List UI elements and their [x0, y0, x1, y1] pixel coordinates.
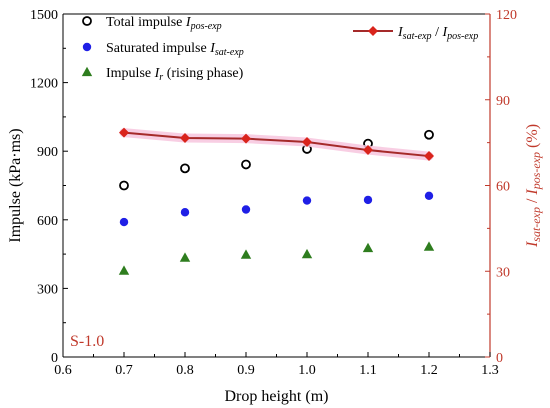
- series-0-point: [241, 159, 251, 170]
- series-group: [118, 127, 435, 275]
- series-2-point: [423, 241, 435, 251]
- series-3-point: [424, 151, 434, 162]
- legend-label-2: Impulse Ir (rising phase): [106, 66, 244, 83]
- legend-label-1: Saturated impulse Isat-exp: [106, 41, 244, 58]
- legend-marker-0: [82, 16, 92, 26]
- series-1-point: [302, 196, 312, 205]
- legend-marker-2: [81, 66, 93, 77]
- legend-group: Total impulse Ipos-exp Saturated impulse …: [81, 15, 478, 83]
- y-left-tick-label: 1500: [30, 8, 58, 23]
- x-tick-label: 1.2: [420, 363, 438, 378]
- x-tick-label: 0.6: [54, 363, 72, 378]
- series-3-point: [119, 127, 129, 138]
- series-0-point: [180, 163, 190, 174]
- legend-label-0: Total impulse Ipos-exp: [106, 15, 222, 32]
- x-axis-label: Drop height (m): [225, 388, 329, 405]
- series-2-point: [179, 252, 191, 262]
- series-3-point: [180, 133, 190, 144]
- y-right-tick-label: 120: [496, 8, 517, 23]
- series-1-point: [180, 208, 190, 217]
- y-left-axis-label: Impulse (kPa·ms): [7, 128, 24, 242]
- legend-label-3: Isat-exp / Ipos-exp: [397, 25, 478, 42]
- y-right-tick-label: 90: [496, 94, 510, 109]
- series-0-point: [119, 180, 129, 191]
- series-1-point: [424, 191, 434, 200]
- series-2-point: [301, 248, 313, 259]
- y-left-tick-label: 1200: [30, 77, 58, 92]
- ratio-line: [123, 131, 430, 158]
- x-tick-label: 0.8: [176, 363, 194, 378]
- series-2-point: [240, 249, 252, 259]
- y-right-tick-label: 60: [496, 180, 510, 195]
- y-right-axis-label: Isat-exp / Ipos-exp (%): [524, 124, 543, 248]
- y-left-tick-label: 900: [37, 145, 58, 160]
- series-3-point: [363, 145, 373, 156]
- axes-group: 0.6 0.7 0.8 0.9 1.0 1.1 1.2 1.30300600900120015…: [7, 8, 543, 405]
- legend-marker-1: [82, 42, 92, 52]
- x-tick-label: 1.3: [481, 363, 499, 378]
- series-1-point: [363, 195, 373, 205]
- x-tick-label: 0.9: [237, 363, 255, 378]
- y-left-tick-label: 300: [37, 282, 58, 297]
- series-2-point: [118, 265, 130, 275]
- y-left-tick-label: 0: [51, 351, 58, 366]
- series-3-point: [302, 137, 312, 148]
- y-right-tick-label: 0: [496, 351, 503, 366]
- series-3-point: [241, 133, 251, 144]
- x-tick-label: 0.7: [115, 363, 133, 378]
- series-1-point: [241, 205, 251, 214]
- series-1-point: [119, 217, 129, 227]
- y-right-tick-label: 30: [496, 265, 510, 280]
- x-tick-label: 1.1: [359, 363, 377, 378]
- series-2-point: [362, 242, 374, 253]
- x-tick-label: 1.0: [298, 363, 316, 378]
- panel-label: S-1.0: [70, 333, 104, 350]
- series-0-point: [424, 129, 434, 140]
- legend-marker-3: [368, 26, 378, 36]
- y-left-tick-label: 600: [37, 214, 58, 229]
